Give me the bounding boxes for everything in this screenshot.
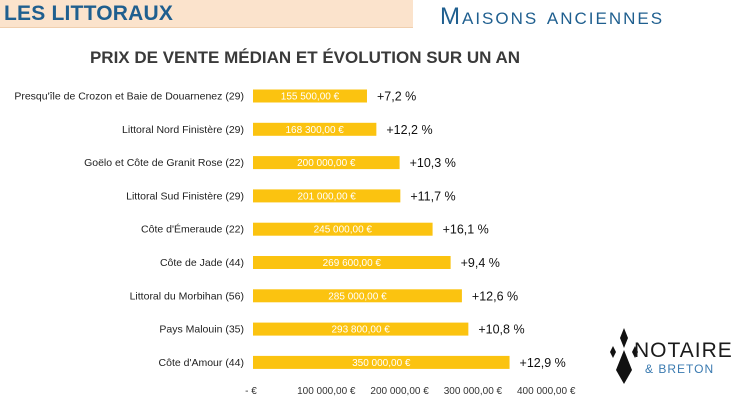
x-tick-label: 400 000,00 €	[517, 386, 576, 397]
category-label: Pays Malouin (35)	[159, 324, 244, 336]
evolution-label: +9,4 %	[461, 256, 500, 270]
evolution-label: +12,9 %	[520, 356, 566, 370]
category-label: Littoral Sud Finistère (29)	[126, 190, 244, 202]
bar-value-label: 201 000,00 €	[297, 191, 356, 202]
bar-value-label: 269 600,00 €	[323, 258, 382, 269]
evolution-label: +11,7 %	[410, 189, 455, 203]
category-label: Presqu'île de Crozon et Baie de Douarnen…	[14, 91, 244, 103]
x-tick-label: 100 000,00 €	[297, 386, 356, 397]
bar	[253, 89, 367, 103]
bar	[253, 289, 462, 303]
chart-title: PRIX DE VENTE MÉDIAN ET ÉVOLUTION SUR UN…	[89, 48, 521, 67]
logo-sub-text: & BRETON	[645, 362, 715, 376]
evolution-label: +7,2 %	[377, 90, 416, 104]
bar-value-label: 155 500,00 €	[281, 92, 340, 103]
bar	[253, 222, 433, 236]
bar-value-label: 245 000,00 €	[314, 225, 373, 236]
ermine-icon	[610, 328, 638, 384]
bar-value-label: 200 000,00 €	[297, 158, 356, 169]
evolution-label: +16,1 %	[443, 223, 489, 237]
bar-value-label: 350 000,00 €	[352, 358, 411, 369]
evolution-label: +10,3 %	[410, 156, 456, 170]
category-label: Goëlo et Côte de Granit Rose (22)	[84, 157, 244, 169]
category-label: Littoral Nord Finistère (29)	[122, 124, 244, 136]
logo-main-text: NOTAIRE	[634, 339, 733, 362]
bar	[253, 355, 510, 369]
section-title: LES LITTORAUX	[4, 2, 174, 25]
evolution-label: +10,8 %	[478, 323, 524, 337]
x-tick-label: 300 000,00 €	[444, 386, 503, 397]
bar	[253, 156, 400, 170]
bar-value-label: 285 000,00 €	[328, 291, 387, 302]
notaire-breton-logo: NOTAIRE & BRETON	[605, 326, 745, 386]
bar	[253, 256, 451, 269]
bar	[253, 322, 469, 336]
category-title: Maisons anciennes	[440, 3, 665, 30]
section-header: LES LITTORAUX	[0, 0, 413, 28]
bar-value-label: 293 800,00 €	[331, 325, 390, 336]
category-label: Côte d'Émeraude (22)	[141, 223, 244, 236]
bar	[253, 122, 377, 136]
evolution-label: +12,6 %	[472, 289, 518, 303]
evolution-label: +12,2 %	[386, 123, 432, 137]
category-label: Côte d'Amour (44)	[159, 357, 244, 369]
category-label: Côte de Jade (44)	[160, 257, 244, 269]
bar	[253, 189, 401, 203]
bar-value-label: 168 300,00 €	[285, 125, 344, 136]
x-tick-label: - €	[245, 386, 257, 397]
x-tick-label: 200 000,00 €	[370, 386, 429, 397]
category-label: Littoral du Morbihan (56)	[130, 290, 244, 302]
